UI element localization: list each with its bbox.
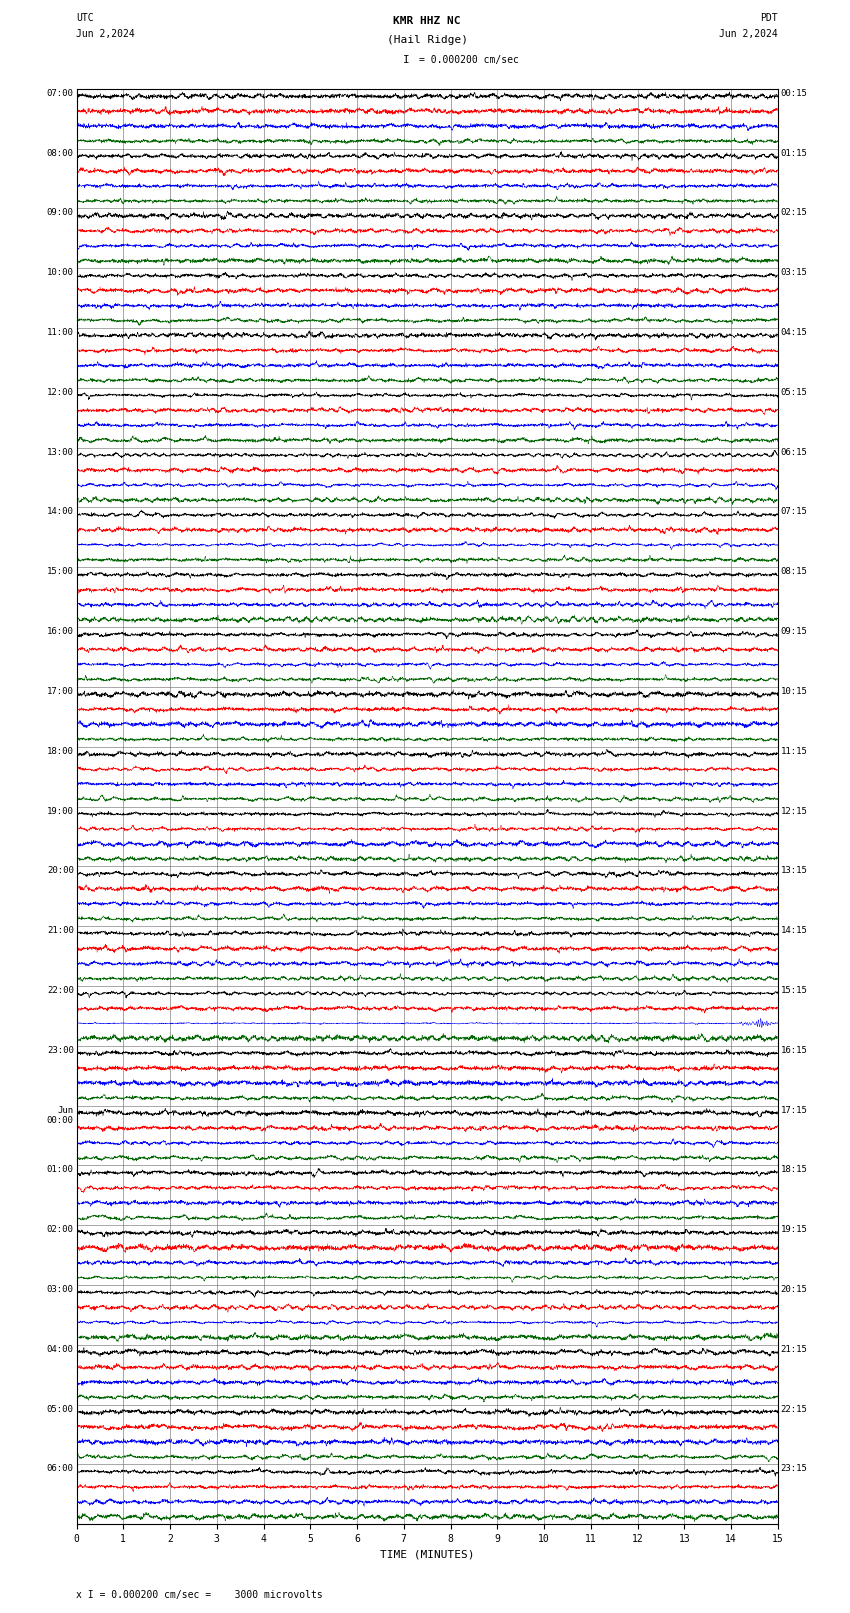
Text: 06:00: 06:00 bbox=[47, 1465, 74, 1473]
Text: PDT: PDT bbox=[760, 13, 778, 23]
Text: 17:00: 17:00 bbox=[47, 687, 74, 695]
Text: 10:00: 10:00 bbox=[47, 268, 74, 277]
Text: 19:15: 19:15 bbox=[780, 1226, 808, 1234]
Text: UTC: UTC bbox=[76, 13, 94, 23]
Text: KMR HHZ NC: KMR HHZ NC bbox=[394, 16, 461, 26]
Text: 04:15: 04:15 bbox=[780, 327, 808, 337]
Text: 14:00: 14:00 bbox=[47, 508, 74, 516]
Text: 13:15: 13:15 bbox=[780, 866, 808, 876]
Text: 07:15: 07:15 bbox=[780, 508, 808, 516]
Text: 13:00: 13:00 bbox=[47, 448, 74, 456]
Text: 18:15: 18:15 bbox=[780, 1165, 808, 1174]
Text: 07:00: 07:00 bbox=[47, 89, 74, 98]
Text: 19:00: 19:00 bbox=[47, 806, 74, 816]
Text: 11:00: 11:00 bbox=[47, 327, 74, 337]
Text: 22:15: 22:15 bbox=[780, 1405, 808, 1413]
Text: (Hail Ridge): (Hail Ridge) bbox=[387, 35, 468, 45]
Text: 12:15: 12:15 bbox=[780, 806, 808, 816]
X-axis label: TIME (MINUTES): TIME (MINUTES) bbox=[380, 1550, 474, 1560]
Text: 18:00: 18:00 bbox=[47, 747, 74, 755]
Text: 06:15: 06:15 bbox=[780, 448, 808, 456]
Text: I: I bbox=[403, 55, 409, 65]
Text: 16:15: 16:15 bbox=[780, 1045, 808, 1055]
Text: 22:00: 22:00 bbox=[47, 986, 74, 995]
Text: 01:00: 01:00 bbox=[47, 1165, 74, 1174]
Text: 21:15: 21:15 bbox=[780, 1345, 808, 1353]
Text: 16:00: 16:00 bbox=[47, 627, 74, 636]
Text: 23:00: 23:00 bbox=[47, 1045, 74, 1055]
Text: 02:00: 02:00 bbox=[47, 1226, 74, 1234]
Text: 08:00: 08:00 bbox=[47, 148, 74, 158]
Text: 12:00: 12:00 bbox=[47, 387, 74, 397]
Text: 09:00: 09:00 bbox=[47, 208, 74, 218]
Text: = 0.000200 cm/sec: = 0.000200 cm/sec bbox=[419, 55, 518, 65]
Text: 15:15: 15:15 bbox=[780, 986, 808, 995]
Text: 08:15: 08:15 bbox=[780, 568, 808, 576]
Text: Jun
00:00: Jun 00:00 bbox=[47, 1105, 74, 1124]
Text: Jun 2,2024: Jun 2,2024 bbox=[76, 29, 135, 39]
Text: 02:15: 02:15 bbox=[780, 208, 808, 218]
Text: 14:15: 14:15 bbox=[780, 926, 808, 936]
Text: 04:00: 04:00 bbox=[47, 1345, 74, 1353]
Text: 05:00: 05:00 bbox=[47, 1405, 74, 1413]
Text: 03:00: 03:00 bbox=[47, 1286, 74, 1294]
Text: 00:15: 00:15 bbox=[780, 89, 808, 98]
Text: 10:15: 10:15 bbox=[780, 687, 808, 695]
Text: x I = 0.000200 cm/sec =    3000 microvolts: x I = 0.000200 cm/sec = 3000 microvolts bbox=[76, 1590, 323, 1600]
Text: 05:15: 05:15 bbox=[780, 387, 808, 397]
Text: 20:00: 20:00 bbox=[47, 866, 74, 876]
Text: 21:00: 21:00 bbox=[47, 926, 74, 936]
Text: 17:15: 17:15 bbox=[780, 1105, 808, 1115]
Text: 03:15: 03:15 bbox=[780, 268, 808, 277]
Text: Jun 2,2024: Jun 2,2024 bbox=[719, 29, 778, 39]
Text: 09:15: 09:15 bbox=[780, 627, 808, 636]
Text: 20:15: 20:15 bbox=[780, 1286, 808, 1294]
Text: 11:15: 11:15 bbox=[780, 747, 808, 755]
Text: 15:00: 15:00 bbox=[47, 568, 74, 576]
Text: 23:15: 23:15 bbox=[780, 1465, 808, 1473]
Text: 01:15: 01:15 bbox=[780, 148, 808, 158]
